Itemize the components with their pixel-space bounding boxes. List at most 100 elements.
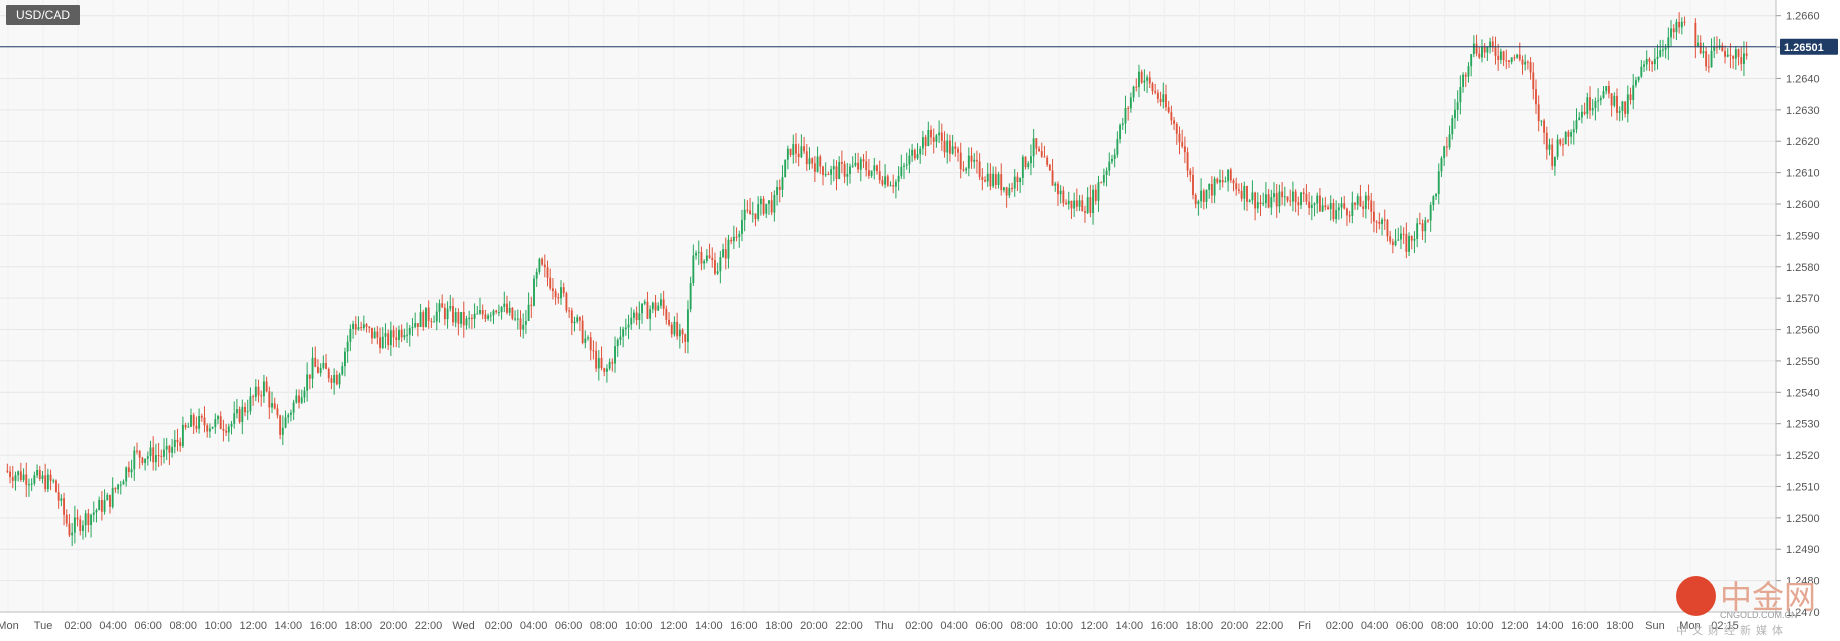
x-tick-label: 16:00: [1571, 620, 1599, 632]
x-tick-label: 02:00: [64, 620, 92, 632]
candle-body: [735, 236, 738, 238]
candle-body: [1078, 200, 1081, 207]
candle-body: [1702, 51, 1705, 54]
candle-body: [1383, 219, 1386, 221]
candle-body: [608, 362, 611, 369]
candle-body: [1162, 94, 1165, 103]
candle-body: [460, 311, 463, 324]
candle-body: [911, 149, 914, 156]
candle-body: [82, 525, 84, 531]
candle-body: [884, 176, 887, 185]
candle-body: [387, 333, 390, 346]
candle-body: [597, 358, 600, 369]
candle-body: [1394, 240, 1397, 246]
candle-body: [1086, 197, 1089, 213]
x-tick-label: 02:00: [485, 620, 513, 632]
candle-body: [1208, 184, 1211, 190]
candle-body: [1273, 193, 1275, 198]
candle-body: [749, 210, 752, 215]
candle-body: [1032, 138, 1035, 157]
candle-body: [487, 315, 490, 319]
candle-body: [822, 166, 824, 176]
candle-body: [176, 439, 179, 443]
candle-body: [870, 170, 873, 176]
candle-body: [1375, 221, 1378, 223]
candle-body: [1659, 50, 1662, 57]
plot-area: [0, 0, 1776, 612]
candle-body: [768, 200, 770, 204]
candle-body: [1254, 192, 1257, 209]
candle-body: [1013, 176, 1016, 189]
x-tick-label: 08:00: [1010, 620, 1038, 632]
candle-body: [678, 329, 681, 337]
candle-body: [1356, 196, 1359, 205]
candle-body: [284, 417, 287, 428]
candle-body: [562, 287, 565, 294]
x-tick-label: 10:00: [1466, 620, 1494, 632]
candle-body: [127, 467, 130, 473]
candle-body: [1067, 200, 1070, 205]
candle-body: [1462, 74, 1465, 87]
candle-body: [495, 310, 498, 313]
candle-body: [1173, 120, 1176, 124]
candle-body: [357, 327, 360, 330]
candle-body: [1213, 178, 1216, 196]
candle-body: [1564, 131, 1567, 145]
candle-body: [1427, 220, 1429, 222]
candle-body: [854, 162, 857, 166]
candle-body: [924, 137, 927, 147]
x-tick-label: 10:00: [625, 620, 653, 632]
candle-body: [403, 335, 406, 338]
candle-body: [473, 313, 476, 319]
candle-body: [430, 321, 433, 323]
candle-body: [1432, 196, 1435, 205]
candle-body: [365, 324, 368, 327]
candle-body: [1316, 195, 1319, 204]
candle-body: [554, 291, 557, 298]
candle-body: [1221, 179, 1224, 183]
candle-body: [765, 203, 768, 214]
candle-body: [1318, 195, 1321, 212]
candle-body: [724, 249, 727, 259]
x-tick-label: 14:00: [1536, 620, 1564, 632]
candle-body: [527, 304, 530, 322]
candle-body: [1578, 117, 1581, 121]
candle-body: [1367, 195, 1370, 201]
candle-body: [1159, 98, 1162, 103]
candle-body: [1626, 94, 1629, 114]
candle-body: [1129, 97, 1132, 109]
candle-body: [349, 328, 352, 342]
candle-body: [741, 220, 743, 234]
candle-body: [1494, 47, 1497, 56]
candle-body: [1359, 196, 1362, 207]
candle-body: [1100, 182, 1103, 184]
candle-body: [584, 338, 587, 343]
candle-body: [1343, 203, 1346, 209]
candle-body: [1529, 62, 1532, 73]
candle-body: [560, 287, 562, 299]
candle-body: [1192, 174, 1194, 196]
candle-body: [262, 381, 265, 397]
candle-body: [1486, 47, 1489, 53]
candle-body: [1464, 74, 1467, 77]
candle-body: [1300, 192, 1302, 206]
candle-body: [1518, 54, 1521, 60]
candle-body: [414, 323, 417, 328]
logo-tagline: 中文财经新媒体: [1676, 625, 1788, 637]
candle-body: [1672, 28, 1675, 33]
candle-body: [654, 302, 657, 311]
candle-body: [851, 165, 854, 167]
candle-body: [208, 428, 211, 432]
candle-body: [68, 523, 71, 536]
x-tick-label: 08:00: [169, 620, 197, 632]
candle-body: [1694, 22, 1697, 47]
candle-body: [1297, 202, 1300, 206]
x-tick-label: 06:00: [975, 620, 1003, 632]
candle-body: [1210, 184, 1213, 196]
candle-body: [289, 412, 292, 415]
candle-body: [419, 312, 422, 328]
candle-body: [1127, 108, 1130, 110]
candle-body: [1726, 54, 1729, 57]
candle-body: [943, 140, 946, 153]
candle-body: [1237, 189, 1240, 191]
